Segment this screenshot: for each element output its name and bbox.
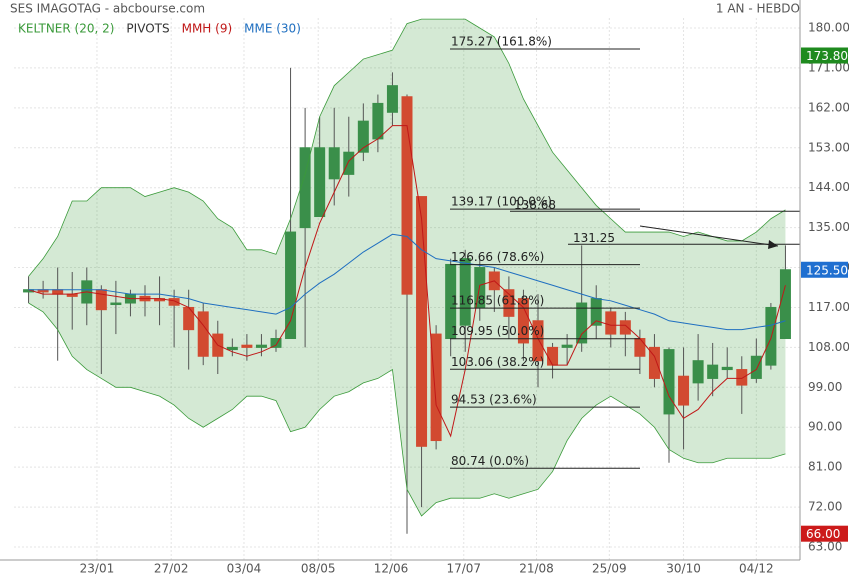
fib-label: 116.85 (61.8%) — [451, 294, 544, 308]
x-tick-label: 27/02 — [154, 562, 189, 576]
price-tag-label: 125.50 — [806, 263, 848, 277]
candle-body — [343, 151, 355, 175]
fib-label: 94.53 (23.6%) — [451, 393, 537, 407]
candle-body — [430, 333, 442, 442]
y-tick-label: 117.00 — [808, 300, 849, 314]
fib-label: 80.74 (0.0%) — [451, 454, 529, 468]
candle-body — [547, 346, 559, 366]
candle-body — [314, 147, 326, 218]
y-tick-label: 153.00 — [808, 140, 849, 154]
y-tick-label: 180.00 — [808, 21, 849, 35]
y-tick-label: 108.00 — [808, 340, 849, 354]
candle-body — [736, 369, 748, 386]
candle-body — [285, 231, 297, 340]
x-tick-label: 08/05 — [301, 562, 336, 576]
average-line — [28, 233, 786, 331]
candle-body — [619, 320, 631, 335]
trend-arrow — [639, 225, 779, 247]
candle-body — [692, 360, 704, 384]
candle-body — [634, 338, 646, 357]
x-tick-label: 03/04 — [227, 562, 262, 576]
y-tick-label: 90.00 — [808, 420, 842, 434]
x-tick-label: 17/07 — [446, 562, 481, 576]
legend-entry: KELTNER (20, 2) — [18, 22, 114, 36]
period: 1 AN - HEBDO — [716, 2, 800, 16]
price-tag — [801, 261, 848, 278]
candle-body — [357, 120, 369, 153]
pivot-label: 138.68 — [514, 198, 556, 212]
x-tick-label: 25/09 — [592, 562, 627, 576]
y-tick-label: 81.00 — [808, 460, 842, 474]
candle-body — [95, 289, 107, 311]
candle-body — [241, 344, 253, 348]
fib-label: 103.06 (38.2%) — [451, 355, 544, 369]
candle-body — [663, 349, 675, 415]
fib-label: 175.27 (161.8%) — [451, 34, 552, 48]
candle-body — [459, 258, 471, 326]
candle-body — [503, 289, 515, 317]
average-line — [28, 125, 786, 438]
y-tick-label: 99.00 — [808, 380, 842, 394]
x-tick-label: 23/01 — [80, 562, 115, 576]
chart-title: SES IMAGOTAG - abcbourse.com — [10, 2, 205, 16]
candle-body — [765, 306, 777, 366]
fib-label: 109.95 (50.0%) — [451, 324, 544, 338]
axes: 180.00 171.00 162.00 153.00 144.00 135.00 126.… — [80, 21, 849, 576]
candle-body — [532, 320, 544, 362]
candle-body — [255, 344, 267, 348]
candle-body — [648, 346, 660, 379]
price-tag — [801, 47, 848, 64]
candle-body — [401, 96, 413, 295]
candle-body — [386, 85, 398, 113]
candle-body — [779, 269, 791, 340]
y-tick-label: 72.00 — [808, 500, 842, 514]
candle-body — [270, 338, 282, 348]
x-tick-label: 04/12 — [739, 562, 774, 576]
candle-body — [416, 196, 428, 447]
price-tag-label: 66.00 — [806, 527, 840, 541]
candle-body — [678, 375, 690, 406]
candle-body — [52, 289, 64, 295]
candle-body — [721, 366, 733, 371]
keltner-line — [28, 18, 786, 277]
candle-body — [707, 364, 719, 379]
candle-body — [576, 302, 588, 344]
x-tick-label: 30/10 — [666, 562, 701, 576]
x-tick-label: 12/06 — [374, 562, 409, 576]
price-tag — [801, 525, 848, 542]
candle-body — [183, 306, 195, 331]
pivot-label: 131.25 — [573, 231, 615, 245]
candle-body — [226, 346, 238, 351]
legend-entry: PIVOTS — [126, 22, 169, 36]
legend-entry: MMH (9) — [182, 22, 233, 36]
candle-body — [372, 102, 384, 140]
y-tick-label: 135.00 — [808, 220, 849, 234]
candle-body — [605, 311, 617, 335]
candle-body — [561, 344, 573, 348]
candle-body — [110, 302, 122, 306]
candle-body — [750, 355, 762, 379]
indicator-lines — [28, 18, 786, 517]
y-tick-label: 144.00 — [808, 180, 849, 194]
y-tick-label: 171.00 — [808, 60, 849, 74]
candle-body — [197, 311, 209, 357]
arrow-head — [768, 240, 778, 249]
candle-body — [299, 147, 311, 229]
legend-entry: MME (30) — [244, 22, 301, 36]
keltner-line — [28, 302, 786, 517]
candle-body — [168, 298, 180, 306]
candles — [23, 67, 791, 534]
candle-body — [328, 147, 340, 180]
overlays: 175.27 (161.8%) 139.17 (100.0%) 126.66 (78… — [450, 34, 800, 469]
price-tag-label: 173.80 — [806, 49, 848, 63]
x-tick-label: 21/08 — [519, 562, 554, 576]
y-tick-label: 63.00 — [808, 540, 842, 554]
legend: KELTNER (20, 2) PIVOTS MMH (9) MME (30) — [18, 22, 301, 36]
candle-body — [517, 298, 529, 344]
fib-label: 126.66 (78.6%) — [451, 250, 544, 264]
fib-label: 139.17 (100.0%) — [451, 195, 552, 209]
y-tick-label: 162.00 — [808, 100, 849, 114]
